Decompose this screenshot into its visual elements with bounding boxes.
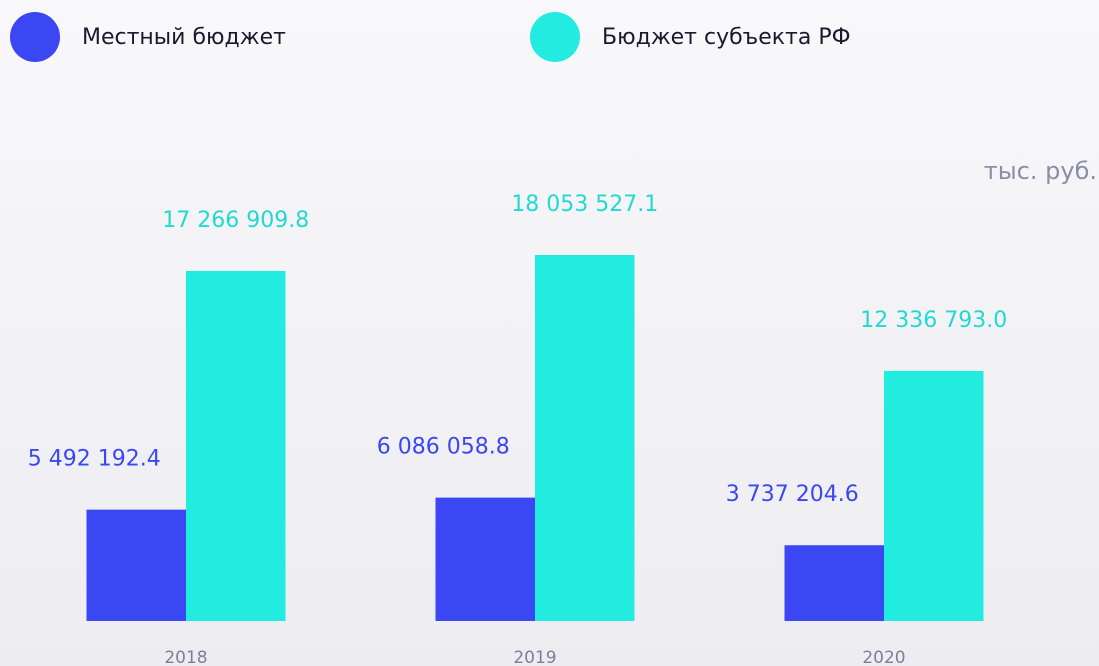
value-label: 6 086 058.8 (377, 435, 510, 460)
x-tick-label: 2020 (862, 648, 905, 666)
bar (186, 270, 286, 621)
x-tick-label: 2018 (164, 648, 207, 666)
bar (535, 255, 635, 621)
legend-label: Местный бюджет (82, 25, 286, 50)
bar (435, 497, 535, 621)
unit-label: тыс. руб. (984, 157, 1097, 185)
x-tick-label: 2019 (513, 648, 556, 666)
legend-swatch (10, 12, 60, 62)
value-label: 5 492 192.4 (28, 447, 161, 472)
legend-label: Бюджет субъекта РФ (602, 25, 851, 50)
value-label: 12 336 793.0 (860, 308, 1007, 333)
value-label: 17 266 909.8 (162, 208, 309, 233)
bar (784, 545, 884, 621)
bar (884, 370, 984, 621)
legend-swatch (530, 12, 580, 62)
value-label: 3 737 204.6 (726, 482, 859, 507)
value-label: 18 053 527.1 (511, 192, 658, 217)
bar (86, 509, 186, 621)
